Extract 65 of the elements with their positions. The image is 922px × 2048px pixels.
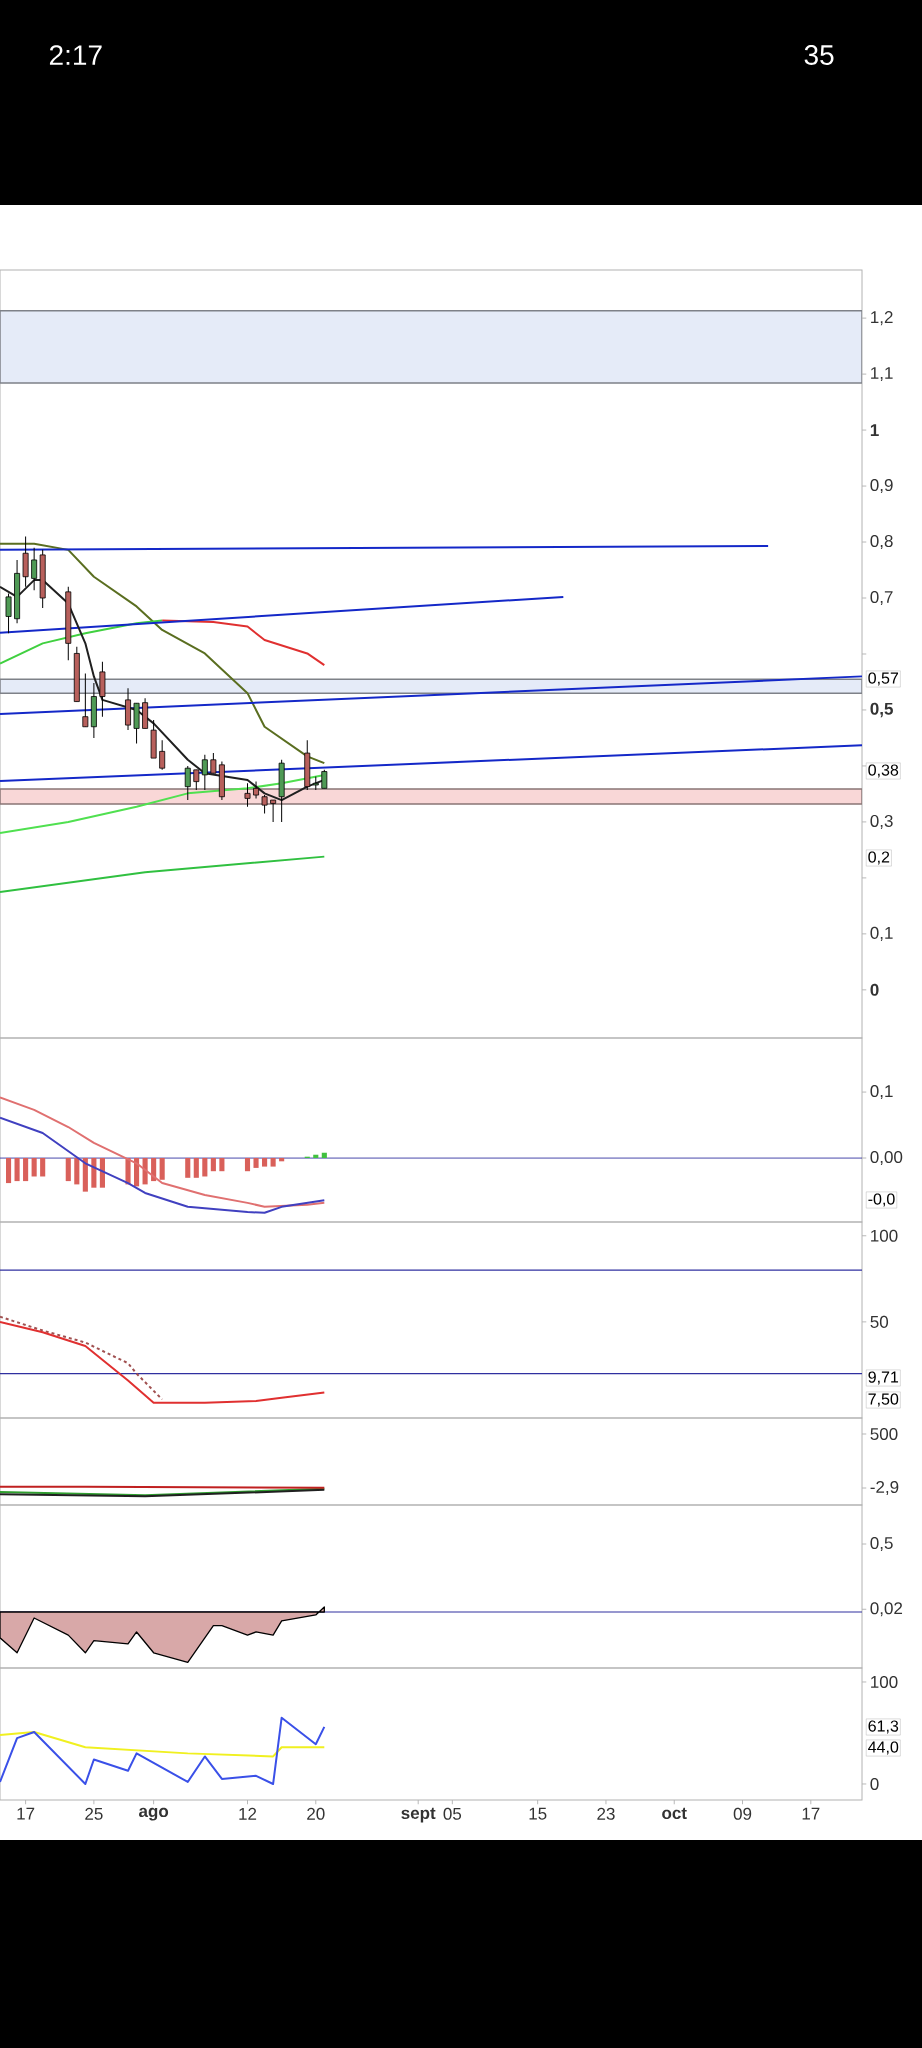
line-series bbox=[0, 1116, 326, 1214]
y-tick-label: 0,9 bbox=[870, 479, 893, 494]
candlestick bbox=[159, 739, 166, 771]
candlestick bbox=[5, 593, 12, 634]
y-tick-label: 0 bbox=[870, 1777, 879, 1790]
text: 9,71 bbox=[868, 1371, 899, 1385]
candlestick bbox=[261, 794, 268, 815]
text: 44,0 bbox=[868, 1741, 899, 1755]
text: -0,0 bbox=[868, 1193, 895, 1207]
line-series bbox=[0, 1315, 164, 1401]
candlestick bbox=[253, 781, 259, 799]
x-tick-label: 17 bbox=[17, 1807, 35, 1820]
line-series bbox=[0, 619, 164, 665]
candlestick bbox=[31, 547, 38, 591]
text: 35 bbox=[804, 45, 834, 65]
line-series bbox=[161, 619, 326, 667]
x-tick-label: 09 bbox=[733, 1807, 752, 1820]
text: 2:17 bbox=[49, 45, 102, 65]
y-tick-label: 100 bbox=[871, 1675, 898, 1688]
line-series bbox=[0, 1716, 326, 1785]
candlestick bbox=[201, 754, 208, 791]
x-tick-label: 20 bbox=[307, 1807, 325, 1820]
candlestick bbox=[22, 535, 29, 588]
text: 0,57 bbox=[868, 672, 899, 686]
candlestick bbox=[270, 799, 277, 823]
x-tick-label: 23 bbox=[597, 1807, 615, 1820]
x-tick-label: 25 bbox=[85, 1807, 103, 1820]
x-tick-label: 17 bbox=[802, 1807, 820, 1820]
y-tick-label: 500 bbox=[870, 1427, 898, 1441]
y-tick-label: 50 bbox=[870, 1315, 889, 1328]
candlestick bbox=[244, 782, 251, 808]
candlestick bbox=[193, 769, 200, 791]
text: 0,2 bbox=[868, 851, 890, 865]
text: 0,38 bbox=[868, 764, 899, 778]
line-series bbox=[0, 1730, 326, 1758]
candlestick bbox=[321, 769, 328, 789]
y-tick-label: 100 bbox=[871, 1229, 898, 1242]
x-tick-label: 12 bbox=[239, 1807, 257, 1820]
x-tick-label: ago bbox=[139, 1807, 169, 1821]
y-tick-label: 0,8 bbox=[870, 535, 893, 550]
line-series bbox=[0, 1096, 326, 1208]
y-tick-label: -2,9 bbox=[870, 1480, 899, 1496]
line-series bbox=[0, 1320, 326, 1404]
x-tick-label: oct bbox=[662, 1807, 687, 1820]
y-tick-label: 0,00 bbox=[870, 1150, 903, 1166]
x-tick-label: 05 bbox=[443, 1807, 462, 1820]
y-tick-label: 0,02 bbox=[870, 1602, 903, 1617]
candlestick bbox=[82, 673, 89, 728]
x-tick-label: sept bbox=[401, 1807, 436, 1823]
y-tick-label: 1,2 bbox=[871, 311, 893, 326]
line-series bbox=[0, 542, 326, 765]
text: 61,3 bbox=[868, 1720, 899, 1734]
y-tick-label: 0 bbox=[870, 983, 879, 996]
y-tick-label: 0,7 bbox=[870, 590, 893, 606]
y-tick-label: 1,1 bbox=[871, 367, 893, 382]
y-tick-label: 0,5 bbox=[870, 1536, 893, 1552]
y-tick-label: 0,1 bbox=[870, 1085, 893, 1100]
y-tick-label: 1 bbox=[870, 424, 879, 436]
y-tick-label: 0,3 bbox=[870, 814, 893, 829]
x-tick-label: 15 bbox=[529, 1807, 547, 1820]
candlestick bbox=[210, 752, 217, 774]
text: 7,50 bbox=[868, 1393, 899, 1407]
y-tick-label: 0,1 bbox=[870, 926, 893, 941]
candlestick bbox=[184, 765, 191, 801]
y-tick-label: 0,5 bbox=[870, 702, 893, 718]
